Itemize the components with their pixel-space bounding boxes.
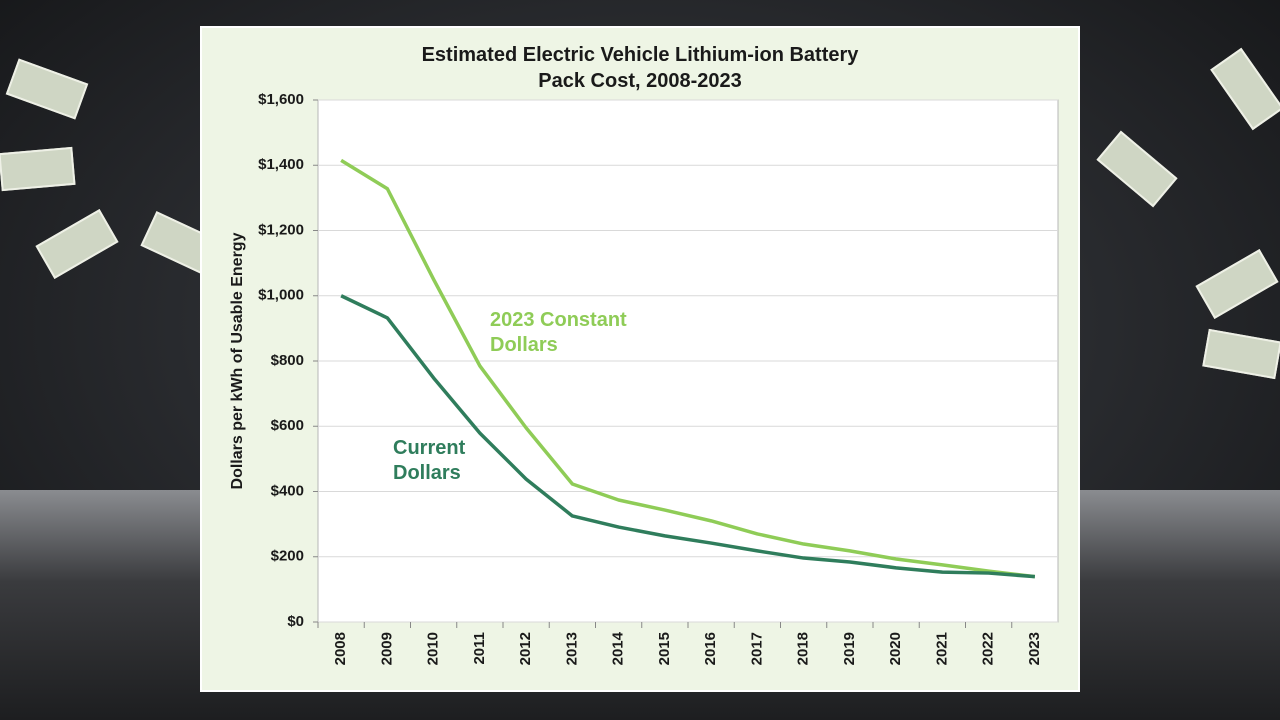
x-tick-label: 2021 (933, 632, 950, 665)
x-tick-label: 2015 (656, 632, 673, 665)
y-tick-label: $600 (271, 417, 304, 434)
y-tick-label: $800 (271, 352, 304, 369)
x-tick-label: 2009 (378, 632, 395, 665)
chart-title: Estimated Electric Vehicle Lithium-ion B… (421, 44, 859, 92)
x-tick-label: 2019 (841, 632, 858, 665)
y-tick-label: $1,000 (258, 287, 304, 304)
x-tick-label: 2011 (471, 632, 488, 665)
x-tick-label: 2013 (563, 632, 580, 665)
series-label: Current Dollars (393, 437, 466, 484)
y-tick-label: $1,200 (258, 221, 304, 238)
y-tick-label: $0 (287, 613, 304, 630)
y-tick-label: $1,400 (258, 156, 304, 173)
y-tick-label: $200 (271, 548, 304, 565)
series-line (340, 294, 1036, 579)
series-label: 2023 Constant Dollars (490, 309, 627, 356)
x-tick-label: 2023 (1026, 632, 1043, 665)
x-tick-label: 2017 (748, 632, 765, 665)
x-tick-label: 2010 (425, 632, 442, 665)
y-axis-label: Dollars per kWh of Usable Energy (229, 232, 246, 489)
x-tick-label: 2022 (980, 632, 997, 665)
x-tick-label: 2020 (887, 632, 904, 665)
x-tick-label: 2008 (332, 632, 349, 665)
series-line (340, 158, 1036, 579)
x-tick-label: 2018 (795, 632, 812, 665)
y-tick-label: $1,600 (258, 91, 304, 108)
x-tick-label: 2016 (702, 632, 719, 665)
x-tick-label: 2014 (610, 631, 627, 665)
x-tick-label: 2012 (517, 632, 534, 665)
y-tick-label: $400 (271, 482, 304, 499)
